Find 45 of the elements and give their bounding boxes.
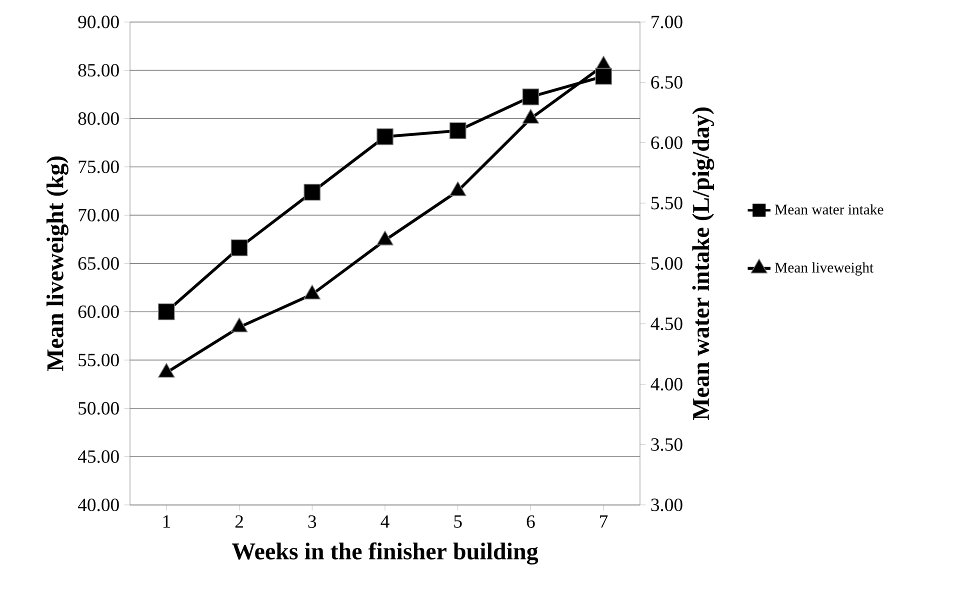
- x-tick-label: 6: [526, 515, 535, 528]
- y-tick-label: 65.00: [78, 257, 119, 270]
- y-tick-label: 40.00: [78, 498, 119, 512]
- legend-label: Mean liveweight: [775, 262, 874, 276]
- y-tick-label: 50.00: [78, 402, 119, 415]
- y2-tick-label: 3.00: [651, 498, 682, 512]
- y2-tick-label: 4.50: [650, 318, 682, 330]
- point: [376, 230, 394, 246]
- x-tick-label: 5: [454, 515, 462, 528]
- point: [304, 284, 321, 300]
- legend-label: Mean water intake: [775, 204, 884, 215]
- y2-tick-label: 3.50: [651, 438, 682, 451]
- y-tick-label: 70.00: [78, 208, 119, 222]
- point: [595, 68, 612, 85]
- y-axis-title: Mean liveweight (kg): [46, 156, 68, 372]
- point: [158, 362, 175, 378]
- y-tick-label: 60.00: [78, 305, 119, 318]
- y2-tick-label: 5.00: [651, 257, 682, 270]
- point: [304, 184, 321, 201]
- point: [230, 318, 248, 332]
- point: [449, 181, 466, 196]
- y-tick-label: 75.00: [78, 160, 119, 174]
- x-tick-label: 4: [380, 515, 390, 528]
- y-tick-label: 55.00: [78, 354, 119, 366]
- x-axis-title: Weeks in the finisher building: [232, 542, 538, 565]
- y2-tick-label: 7.00: [652, 16, 682, 28]
- y2-tick-label: 6.00: [651, 136, 682, 150]
- point: [158, 303, 175, 320]
- y2-tick-label: 4.00: [650, 378, 682, 391]
- point: [449, 122, 466, 140]
- y-tick-label: 85.00: [78, 64, 119, 77]
- y-tick-label: 80.00: [78, 112, 119, 125]
- x-tick-label: 1: [163, 515, 170, 528]
- y2-tick-label: 5.50: [651, 196, 682, 210]
- y-tick-label: 90.00: [78, 16, 119, 28]
- point: [230, 239, 248, 256]
- y2-axis-title: Mean water intake (L/pig/day): [692, 108, 714, 420]
- y-tick-label: 45.00: [78, 450, 119, 464]
- point: [376, 128, 394, 146]
- x-tick-label: 7: [600, 515, 608, 528]
- point: [522, 88, 540, 106]
- x-tick-label: 2: [235, 515, 243, 528]
- x-tick-label: 3: [308, 515, 316, 528]
- point: [522, 108, 540, 124]
- y2-tick-label: 6.50: [651, 76, 682, 89]
